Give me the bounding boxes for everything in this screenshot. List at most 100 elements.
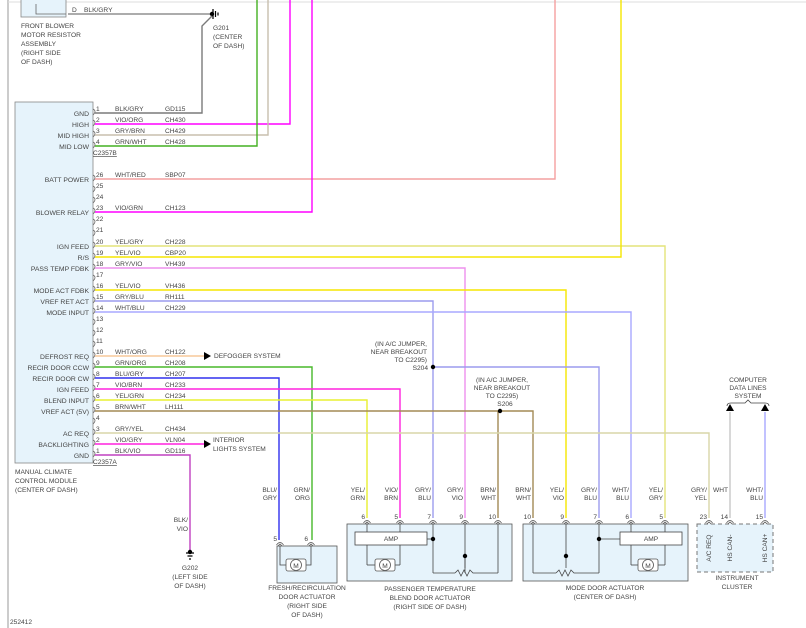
- module-pin-icon: [92, 285, 96, 293]
- bracket-icon: [726, 399, 770, 407]
- module-pin-label: RECIR DOOR CCW: [27, 365, 89, 372]
- connector-pin-icon: [307, 542, 315, 546]
- interior-lights-label: INTERIOR: [213, 437, 245, 444]
- module-circuit-id: VH439: [165, 261, 185, 268]
- module-pin-icon: [92, 395, 96, 403]
- wire-ch208: [95, 366, 313, 540]
- terminal-arrow-icon: [364, 521, 370, 525]
- connector-c2357b-label: C2357B: [93, 150, 117, 157]
- splice-s206-note: (IN A/C JUMPER,: [476, 377, 528, 384]
- potentiometer-icon: [555, 569, 576, 577]
- module-circuit-id: CH429: [165, 128, 186, 135]
- interior-lights-label: LIGHTS SYSTEM: [213, 446, 266, 453]
- module-circuit-id: CH233: [165, 382, 186, 389]
- pass-actuator-name: BLEND DOOR ACTUATOR: [390, 595, 471, 602]
- module-wire-color: BLK/VIO: [115, 448, 141, 455]
- module-pin-number: 2: [96, 117, 100, 124]
- module-pin-number: 15: [96, 294, 104, 301]
- module-circuit-id: VLN04: [165, 437, 185, 444]
- module-wire-color: BRN/WHT: [115, 404, 146, 411]
- module-pin-icon: [92, 263, 96, 271]
- pass-wire-color: BRN/: [480, 487, 496, 494]
- cluster-pin-function: HS CAN-: [727, 534, 734, 561]
- terminal-arrow-icon: [563, 521, 569, 525]
- module-pin-label: IGN FEED: [57, 244, 89, 251]
- terminal-arrow-icon: [662, 521, 668, 525]
- module-pin-icon: [92, 185, 96, 193]
- wire-vh436: [95, 289, 567, 518]
- module-pin-icon: [92, 406, 96, 414]
- wire-ch430: [95, 0, 291, 125]
- module-pin-number: 26: [96, 172, 104, 179]
- figure-id: 252412: [10, 619, 32, 626]
- module-pin-icon: [92, 229, 96, 237]
- module-pin-number: 11: [96, 338, 103, 345]
- wire-ch434: [95, 432, 710, 518]
- junction: [462, 553, 468, 559]
- g202-wire-color: VIO: [177, 526, 188, 533]
- module-wire-color: GRY/YEL: [115, 426, 144, 433]
- module-pin-label: BATT POWER: [45, 177, 89, 184]
- mode-pin-number: 7: [593, 514, 597, 521]
- terminal-arrow-icon: [277, 543, 283, 547]
- pass-pin-number: 7: [427, 514, 431, 521]
- wire-lh111: [95, 410, 534, 518]
- module-pin-number: 24: [96, 194, 104, 201]
- splice-s206-label: S206: [497, 401, 513, 408]
- module-pin-icon: [92, 307, 96, 315]
- connector-pin-icon: [461, 520, 469, 524]
- module-pin-number: 14: [96, 305, 104, 312]
- splice-s206: [497, 408, 503, 414]
- motor-icon: [379, 559, 391, 571]
- module-pin-number: 17: [96, 272, 104, 279]
- cluster-pin-function: A/C REQ: [706, 534, 713, 561]
- module-circuit-id: CH208: [165, 360, 186, 367]
- blower-resistor-name: MOTOR RESISTOR: [21, 32, 81, 39]
- fresh-actuator-name: DOOR ACTUATOR: [279, 594, 336, 601]
- fresh-actuator-name: OF DASH): [291, 612, 323, 619]
- module-pin-icon: [92, 439, 96, 447]
- mode-wire-color: WHT: [516, 495, 531, 502]
- module-pin-icon: [92, 351, 96, 359]
- module-pin-label: MID LOW: [59, 144, 89, 151]
- blower-resistor-box: [20, 0, 67, 18]
- terminal-arrow-icon: [762, 521, 768, 525]
- module-wire-color: VIO/ORG: [115, 117, 143, 124]
- data-lines-label: DATA LINES: [729, 385, 767, 392]
- connector-c2357a-label: C2357A: [93, 459, 117, 466]
- terminal-arrow-icon: [462, 521, 468, 525]
- mode-wire-color: BRN/: [515, 487, 531, 494]
- module-wire-color: BLK/GRY: [115, 106, 144, 113]
- data-lines-label: SYSTEM: [734, 393, 761, 400]
- connector-pin-icon: [627, 520, 635, 524]
- module-pin-number: 3: [96, 426, 100, 433]
- potentiometer-icon: [454, 569, 475, 577]
- mode-wire-color: BLU: [584, 495, 597, 502]
- module-wire-color: VIO/BRN: [115, 382, 142, 389]
- splice-s204-note: TO C2295): [395, 357, 428, 364]
- g202-label: OF DASH): [174, 583, 206, 590]
- module-pin-icon: [92, 130, 96, 138]
- g201-label: OF DASH): [213, 43, 245, 50]
- module-wire-color: GRN/ORG: [115, 360, 147, 367]
- mode-pin-number: 10: [524, 514, 532, 521]
- module-pin-number: 21: [96, 227, 104, 234]
- g202-wire-color: BLK/: [174, 517, 188, 524]
- blower-resistor-pin: D: [72, 7, 77, 14]
- module-pin-label: AC REQ: [63, 431, 89, 438]
- module-pin-number: 19: [96, 250, 104, 257]
- pass-wire-color: GRY/: [447, 487, 463, 494]
- module-name: CONTROL MODULE: [15, 478, 78, 485]
- module-pin-icon: [92, 196, 96, 204]
- module-pin-number: 4: [96, 415, 100, 422]
- fresh-pin-number: 6: [304, 536, 308, 543]
- module-circuit-id: CBP20: [165, 250, 186, 257]
- splice-s204-note: NEAR BREAKOUT: [371, 349, 427, 356]
- pass-wire-color: GRY/: [415, 487, 431, 494]
- module-circuit-id: CH430: [165, 117, 186, 124]
- blower-resistor-name: (RIGHT SIDE: [21, 50, 61, 57]
- ground-node: [187, 549, 193, 555]
- pass-actuator-name: PASSENGER TEMPERATURE: [384, 586, 476, 593]
- wire-sbp07: [95, 0, 556, 180]
- module-pin-label: GND: [74, 111, 89, 118]
